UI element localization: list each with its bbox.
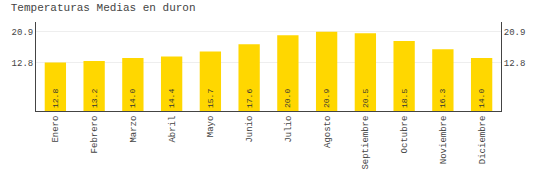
svg-text:15.7: 15.7 bbox=[206, 89, 215, 108]
svg-text:20.9: 20.9 bbox=[322, 89, 331, 108]
svg-text:Mayo: Mayo bbox=[206, 116, 216, 138]
svg-text:Diciembre: Diciembre bbox=[478, 116, 488, 165]
svg-text:20.9: 20.9 bbox=[504, 28, 526, 38]
svg-text:20.9: 20.9 bbox=[12, 28, 34, 38]
svg-text:Febrero: Febrero bbox=[90, 116, 100, 154]
svg-text:14.0: 14.0 bbox=[128, 89, 137, 108]
svg-text:Agosto: Agosto bbox=[323, 116, 333, 148]
svg-text:Julio: Julio bbox=[284, 116, 294, 143]
svg-text:Junio: Junio bbox=[245, 116, 255, 143]
svg-text:Marzo: Marzo bbox=[129, 116, 139, 143]
svg-text:Octubre: Octubre bbox=[400, 116, 410, 154]
svg-text:12.8: 12.8 bbox=[51, 89, 60, 108]
svg-text:20.0: 20.0 bbox=[283, 89, 292, 108]
svg-text:12.8: 12.8 bbox=[12, 59, 34, 69]
svg-text:13.2: 13.2 bbox=[90, 89, 99, 108]
svg-text:12.8: 12.8 bbox=[504, 59, 526, 69]
svg-text:Enero: Enero bbox=[51, 116, 61, 143]
svg-text:16.3: 16.3 bbox=[438, 89, 447, 108]
svg-text:20.5: 20.5 bbox=[361, 89, 370, 108]
svg-text:17.6: 17.6 bbox=[245, 89, 254, 108]
svg-text:14.0: 14.0 bbox=[477, 89, 486, 108]
svg-text:14.4: 14.4 bbox=[167, 89, 176, 108]
svg-text:Abril: Abril bbox=[168, 116, 178, 143]
svg-text:18.5: 18.5 bbox=[400, 89, 409, 108]
svg-text:Temperaturas Medias en duron: Temperaturas Medias en duron bbox=[11, 2, 196, 14]
svg-text:Septiembre: Septiembre bbox=[361, 116, 371, 170]
svg-text:Noviembre: Noviembre bbox=[439, 116, 449, 165]
